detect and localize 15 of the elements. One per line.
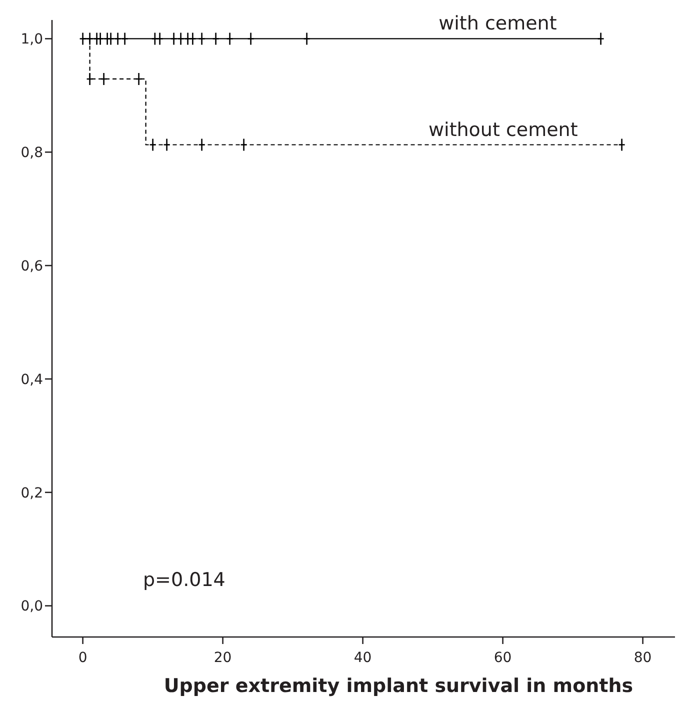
x-tick-label: 20: [214, 650, 232, 666]
x-tick-label: 60: [494, 650, 512, 666]
series-label: with cement: [438, 12, 557, 35]
y-tick-label: 0,4: [20, 372, 44, 388]
series-label: without cement: [428, 118, 578, 141]
y-tick-label: 0,8: [20, 145, 43, 162]
annotation: p=0.014: [143, 569, 226, 591]
x-tick-label: 80: [634, 650, 652, 666]
x-tick-label: 40: [354, 650, 372, 666]
x-axis-title: Upper extremity implant survival in months: [164, 675, 634, 697]
y-tick-label: 0,0: [20, 598, 43, 615]
y-tick-label: 0,6: [20, 258, 44, 274]
x-tick-label: 0: [78, 650, 88, 666]
y-tick-label: 0,2: [20, 485, 43, 502]
y-tick-label: 1,0: [20, 32, 43, 48]
